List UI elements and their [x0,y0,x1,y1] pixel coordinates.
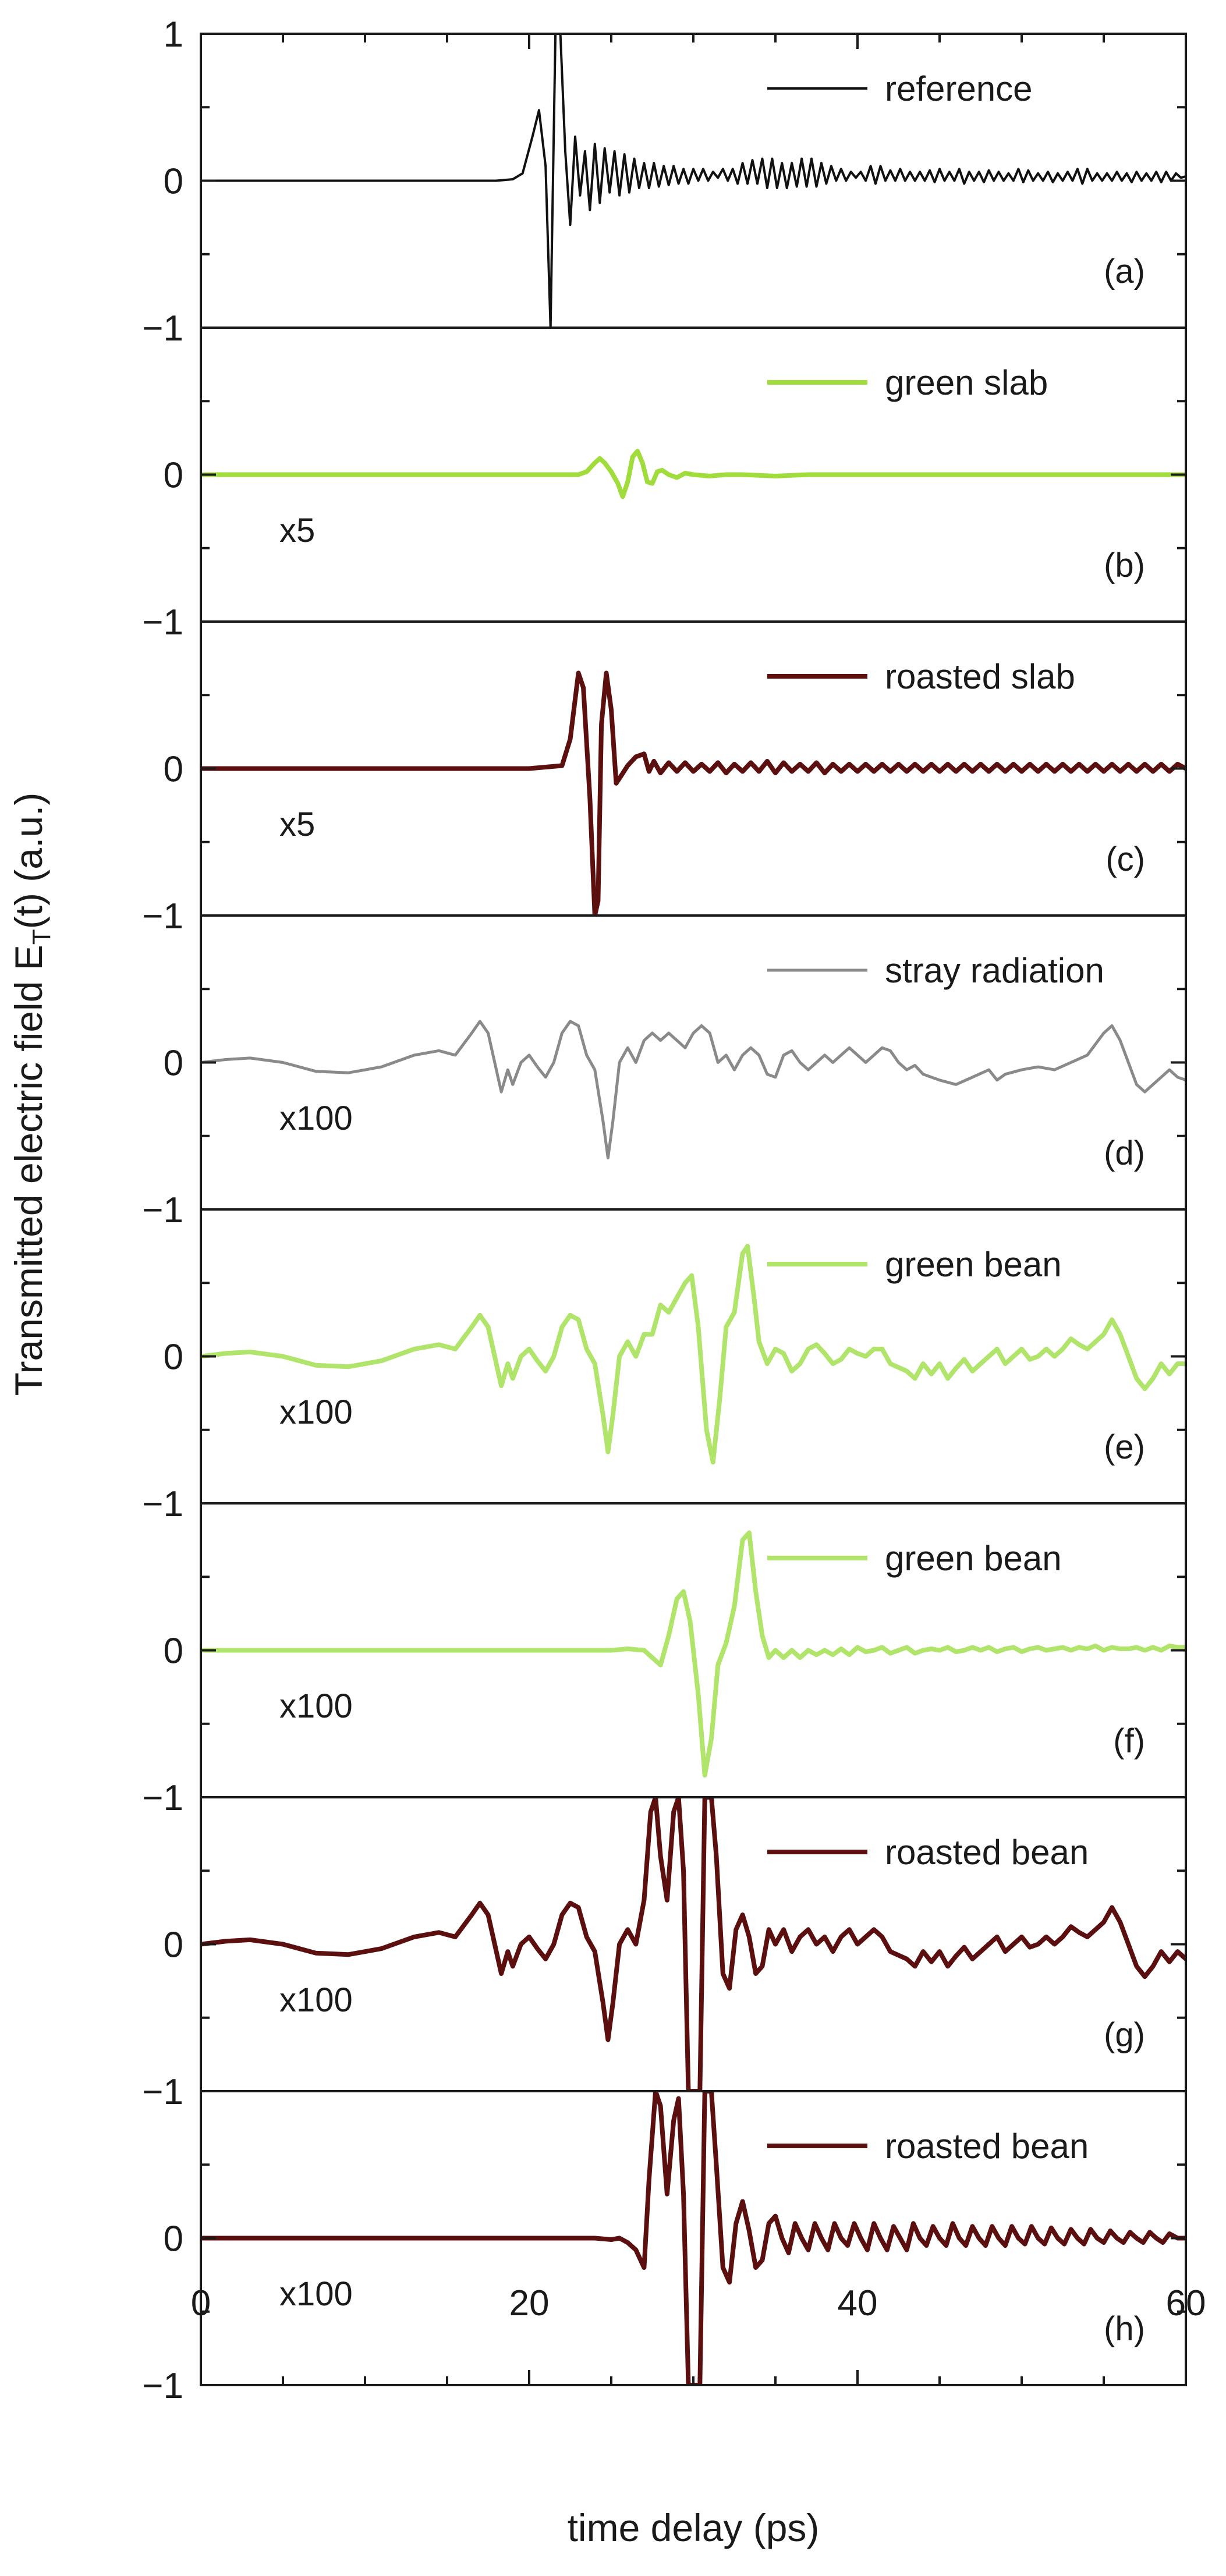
y-axis-label-subscript: T [27,929,56,945]
panel-letter: (g) [1104,2016,1145,2054]
y-axis-label-main: Transmitted electric field E [7,945,50,1396]
panel-letter: (d) [1104,1134,1145,1172]
panel-f: 0 −1 green bean x100 (f) [142,1502,1187,1818]
series-line-g [201,1797,1186,2091]
y-tick-label: −1 [142,896,183,936]
legend-e: green bean [767,1245,1062,1284]
scale-factor-label: x100 [279,1687,353,1725]
y-tick-label: −1 [142,602,183,643]
legend-f: green bean [767,1539,1062,1578]
panel-letter: (c) [1105,840,1145,878]
x-tick-label: 60 [1166,2283,1206,2323]
y-tick-label: 0 [164,1337,183,1378]
series-line-b [201,449,1186,499]
y-tick-label: −1 [142,1190,183,1230]
legend-b: green slab [767,363,1048,402]
y-tick-label: −1 [142,308,183,349]
y-tick-label: 0 [164,2219,183,2259]
panel-letter: (e) [1104,1428,1145,1466]
series-line-a [201,34,1186,328]
scale-factor-label: x100 [279,2275,353,2313]
legend-label: roasted bean [885,2127,1089,2166]
y-tick-label: 0 [164,1631,183,1672]
legend-c: roasted slab [767,657,1075,696]
y-tick-label: 1 [164,15,183,55]
x-tick-label: 40 [838,2283,878,2323]
scale-factor-label: x100 [279,1981,353,2019]
y-tick-label: 0 [164,162,183,202]
panel-letter: (f) [1113,1722,1145,1760]
y-axis-label-tail: (t) (a.u.) [7,793,50,929]
legend-label: reference [885,69,1032,108]
x-tick-labels: 0 20 40 60 [191,2283,1206,2323]
scale-factor-label: x5 [279,512,315,549]
legend-label: green bean [885,1539,1062,1578]
scale-factor-label: x100 [279,1099,353,1137]
panel-e: 0 −1 green bean x100 (e) [142,1208,1187,1524]
legend-g: roasted bean [767,1833,1089,1872]
panel-letter: (a) [1104,253,1145,290]
legend-label: green bean [885,1245,1062,1284]
panel-h: 0 −1 roasted bean x100 (h) [142,2090,1187,2406]
y-tick-label: 0 [164,1925,183,1965]
y-axis-label: Transmitted electric field ET(t) (a.u.) [7,793,56,1396]
y-tick-label: −1 [142,1778,183,1818]
panel-g: 0 −1 roasted bean x100 (g) [142,1796,1187,2112]
series-line-f [201,1530,1186,1778]
panel-b: 0 −1 green slab x5 (b) [142,327,1187,643]
series-line-d [201,1020,1186,1160]
x-axis-label: time delay (ps) [568,2506,820,2549]
panel-letter: (h) [1104,2310,1145,2348]
y-tick-label: −1 [142,2366,183,2406]
panel-d: 0 −1 stray radiation x100 (d) [142,914,1187,1230]
scale-factor-label: x5 [279,806,315,843]
legend-a: reference [767,69,1032,108]
series-line-h [201,2091,1186,2385]
legend-label: green slab [885,363,1048,402]
panel-a: 1 0 −1 reference (a) [142,15,1187,349]
panel-letter: (b) [1104,547,1145,584]
y-tick-label: 0 [164,750,183,790]
legend-d: stray radiation [767,951,1104,990]
series-line-e [201,1244,1186,1465]
y-tick-label: −1 [142,1484,183,1524]
legend-label: roasted slab [885,657,1075,696]
x-tick-label: 20 [509,2283,550,2323]
panel-c: 0 −1 roasted slab x5 (c) [142,620,1187,936]
panels-layer: 1 0 −1 reference (a) 0 −1 green slab x5 (b) 0 −1 roa… [142,15,1187,2406]
legend-label: roasted bean [885,1833,1089,1872]
y-tick-label: 0 [164,456,183,496]
legend-h: roasted bean [767,2127,1089,2166]
y-tick-label: −1 [142,2072,183,2112]
x-tick-label: 0 [191,2283,211,2323]
legend-label: stray radiation [885,951,1104,990]
y-tick-label: 0 [164,1044,183,1084]
scale-factor-label: x100 [279,1393,353,1431]
series-line-c [201,670,1186,916]
